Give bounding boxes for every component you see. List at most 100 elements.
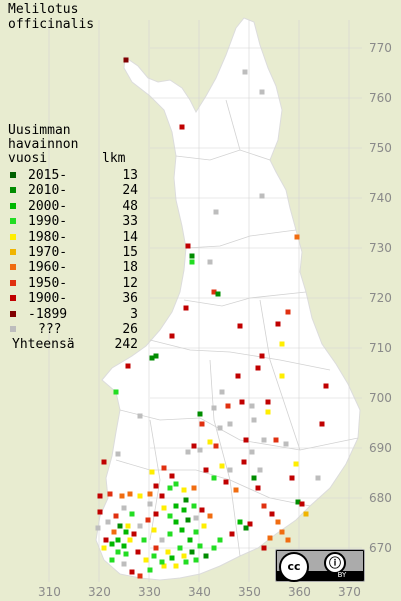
record-square — [241, 459, 247, 465]
record-square — [299, 501, 305, 507]
record-square — [115, 549, 121, 555]
legend-label: 1970- — [28, 244, 68, 260]
north-tick-label: 710 — [369, 341, 392, 355]
record-square — [219, 463, 225, 469]
record-square — [249, 403, 255, 409]
record-square — [145, 517, 151, 523]
record-square — [207, 259, 213, 265]
legend-col-count: lkm — [102, 151, 126, 166]
legend-label: 2015- — [28, 168, 68, 183]
legend-row: 2015- 13 — [8, 168, 138, 183]
north-tick-label: 760 — [369, 91, 392, 105]
record-square — [199, 421, 205, 427]
record-square — [161, 563, 167, 569]
record-square — [137, 493, 143, 499]
legend-rows: 2015- 13 2010- 24 2000- 48 1990- 33 1980- 14 1970-… — [8, 168, 138, 337]
record-square — [189, 253, 195, 259]
record-square — [125, 523, 131, 529]
legend-count: 15 — [122, 244, 138, 260]
legend-count: 33 — [122, 214, 138, 230]
record-square — [121, 505, 127, 511]
record-square — [225, 403, 231, 409]
legend-swatch — [10, 264, 16, 271]
legend-row: 1960- 18 — [8, 260, 138, 275]
finland-land — [95, 17, 361, 581]
record-square — [149, 355, 155, 361]
legend-label: ??? — [38, 321, 62, 337]
species-title-2: officinalis — [8, 17, 95, 32]
record-square — [315, 475, 321, 481]
species-title: Melilotus — [8, 2, 79, 17]
legend-row: ??? 26 — [8, 322, 138, 337]
record-square — [161, 465, 167, 471]
record-square — [129, 511, 135, 517]
record-square — [207, 513, 213, 519]
grid-lines — [48, 20, 362, 582]
license-badge[interactable]: cc ⓘ BY — [275, 549, 365, 582]
record-square — [121, 561, 127, 567]
record-square — [293, 461, 299, 467]
legend-label: 1980- — [28, 229, 68, 245]
record-square — [257, 467, 263, 473]
east-tick-label: 310 — [38, 585, 61, 599]
record-square — [197, 543, 203, 549]
record-square — [181, 553, 187, 559]
record-square — [247, 521, 253, 527]
record-square — [153, 545, 159, 551]
record-square — [227, 421, 233, 427]
record-square — [173, 519, 179, 525]
legend-swatch — [10, 295, 16, 302]
legend-row: 2010- 24 — [8, 183, 138, 198]
record-square — [149, 469, 155, 475]
record-square — [153, 483, 159, 489]
record-square — [255, 485, 261, 491]
record-square — [137, 573, 143, 579]
record-square — [185, 449, 191, 455]
record-square — [167, 485, 173, 491]
record-square — [237, 323, 243, 329]
record-square — [179, 124, 185, 130]
record-square — [135, 549, 141, 555]
east-tick-label: 340 — [188, 585, 211, 599]
legend-count: 13 — [122, 168, 138, 183]
record-square — [193, 529, 199, 535]
legend-count: 26 — [122, 321, 138, 337]
north-tick-label: 770 — [369, 41, 392, 55]
record-square — [211, 475, 217, 481]
record-square — [233, 487, 239, 493]
north-tick-label: 750 — [369, 141, 392, 155]
legend-count: 24 — [122, 183, 138, 199]
record-square — [251, 475, 257, 481]
record-square — [223, 479, 229, 485]
record-square — [289, 475, 295, 481]
record-square — [213, 443, 219, 449]
cc-icon: cc — [279, 552, 309, 582]
record-square — [261, 545, 267, 551]
record-square — [197, 447, 203, 453]
record-square — [147, 491, 153, 497]
record-square — [255, 365, 261, 371]
north-tick-label: 670 — [369, 541, 392, 555]
east-tick-label: 350 — [238, 585, 261, 599]
record-square — [147, 567, 153, 573]
record-square — [179, 527, 185, 533]
record-square — [259, 353, 265, 359]
legend-row: 1970- 15 — [8, 245, 138, 260]
record-square — [113, 389, 119, 395]
north-tick-label: 740 — [369, 191, 392, 205]
record-square — [265, 399, 271, 405]
record-square — [191, 485, 197, 491]
legend-column-header: vuosi lkm — [8, 152, 138, 166]
record-square — [275, 321, 281, 327]
record-square — [169, 473, 175, 479]
record-square — [177, 545, 183, 551]
record-square — [109, 541, 115, 547]
east-tick-label: 320 — [88, 585, 111, 599]
legend-row: 1980- 14 — [8, 230, 138, 245]
legend-col-year: vuosi — [8, 151, 48, 166]
legend-swatch — [10, 218, 16, 225]
record-square — [119, 493, 125, 499]
record-square — [141, 537, 147, 543]
record-square — [217, 425, 223, 431]
